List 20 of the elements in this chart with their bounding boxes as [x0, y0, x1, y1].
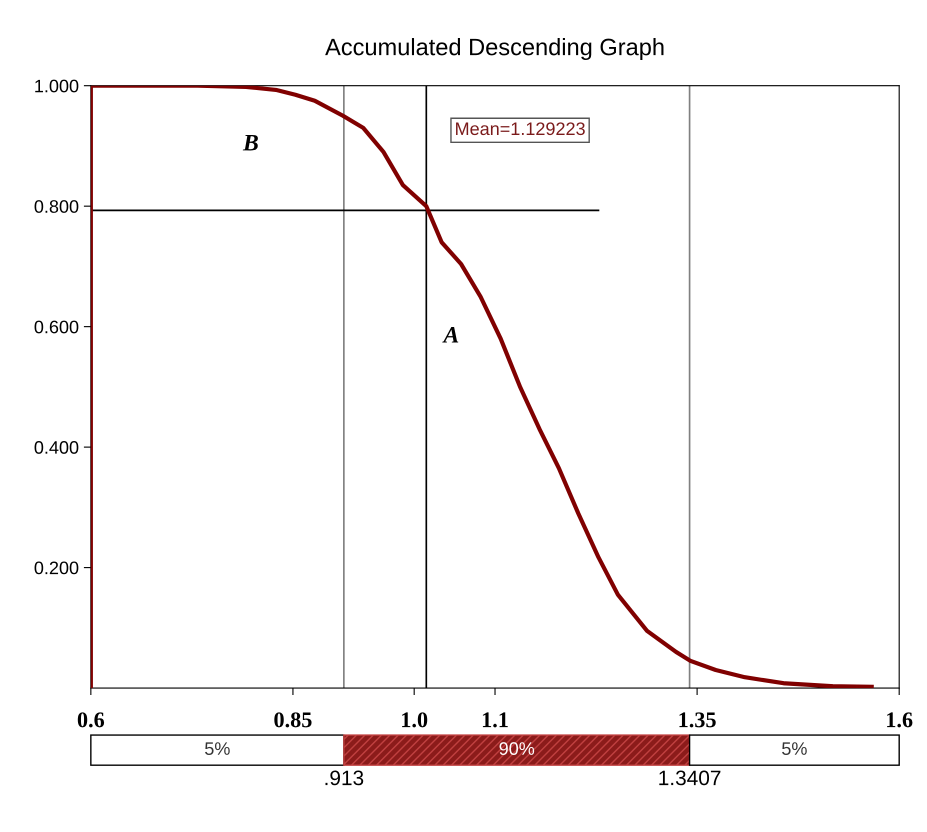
x-tick-label: 1.0 [402, 712, 428, 728]
annotation: B [242, 134, 258, 150]
text: .913 [325, 770, 364, 786]
annotation: A [442, 326, 458, 343]
text: 5% [782, 742, 807, 755]
text: 1.3407 [659, 770, 720, 786]
y-tick-label: 0.600 [34, 320, 78, 334]
annotation: Mean=1.129223 [456, 122, 585, 136]
chart-title: Accumulated Descending Graph [325, 38, 664, 60]
text: 90% [500, 742, 534, 755]
y-tick-label: 0.400 [34, 441, 78, 454]
x-tick-label: 0.6 [78, 712, 104, 728]
y-tick-label: 0.200 [34, 562, 78, 574]
text: 5% [205, 742, 230, 755]
x-tick-label: 1.1 [482, 712, 508, 728]
x-tick-label: 1.35 [679, 712, 716, 728]
x-tick-label: 0.85 [274, 712, 312, 728]
y-tick-label: 0.800 [34, 200, 78, 213]
y-tick-label: 1.000 [35, 80, 78, 92]
x-tick-label: 1.6 [887, 712, 912, 728]
